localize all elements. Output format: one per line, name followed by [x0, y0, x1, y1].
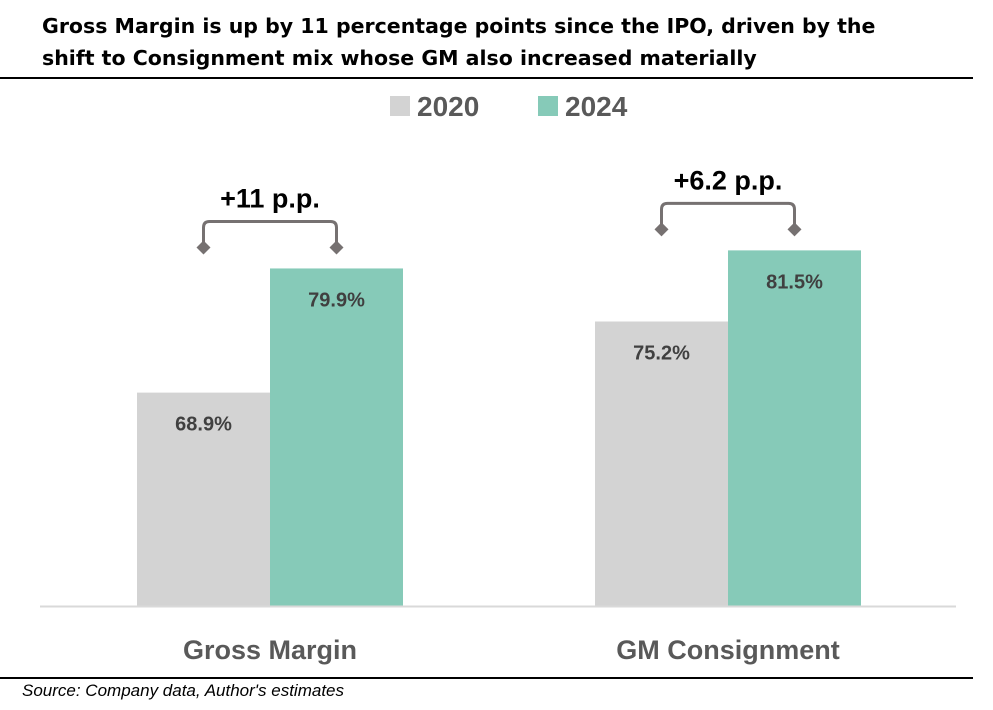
difference-annotation-gross-margin: +11 p.p. [220, 183, 320, 213]
difference-annotation-gm-consignment: +6.2 p.p. [674, 165, 783, 195]
difference-bracket-gm-consignment: +6.2 p.p. [654, 165, 802, 237]
category-labels: Gross Margin GM Consignment [183, 635, 840, 665]
legend-label-2024: 2024 [565, 91, 628, 122]
legend: 2020 2024 [390, 91, 628, 122]
value-label-gm-consignment-2024: 81.5% [766, 271, 823, 293]
bracket-line [202, 219, 338, 248]
title-line-2: shift to Consignment mix whose GM also i… [42, 46, 757, 70]
difference-bracket-gross-margin: +11 p.p. [196, 183, 344, 255]
bars [137, 250, 861, 606]
legend-swatch-2020 [390, 96, 410, 116]
bar-gross-margin-2020 [137, 392, 270, 606]
bracket-diamond-right [329, 240, 344, 255]
bar-gm-consignment-2020 [595, 321, 728, 606]
value-labels: 68.9% 79.9% 75.2% 81.5% [175, 271, 823, 435]
bracket-diamond-right [787, 222, 802, 237]
bar-gross-margin-2024 [270, 268, 403, 606]
category-label-gross-margin: Gross Margin [183, 635, 357, 665]
source-note: Source: Company data, Author's estimates [22, 681, 344, 700]
chart-title: Gross Margin is up by 11 percentage poin… [42, 10, 972, 74]
value-label-gm-consignment-2020: 75.2% [633, 343, 690, 365]
category-label-gm-consignment: GM Consignment [616, 635, 840, 665]
title-divider [0, 77, 973, 79]
bracket-line [660, 201, 796, 230]
value-label-gross-margin-2024: 79.9% [308, 289, 365, 311]
bracket-diamond-left [196, 240, 211, 255]
footer-divider [0, 677, 973, 679]
bar-gm-consignment-2024 [728, 250, 861, 606]
legend-label-2020: 2020 [417, 91, 479, 122]
value-label-gross-margin-2020: 68.9% [175, 414, 232, 436]
difference-brackets: +11 p.p. +6.2 p.p. [196, 165, 802, 255]
legend-swatch-2024 [538, 96, 558, 116]
bracket-diamond-left [654, 222, 669, 237]
title-line-1: Gross Margin is up by 11 percentage poin… [42, 14, 876, 38]
